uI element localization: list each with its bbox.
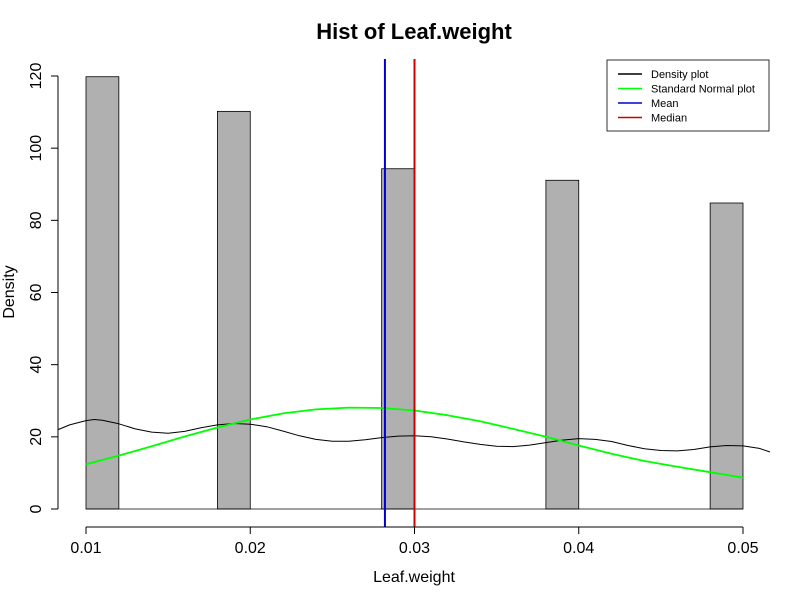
legend-label: Standard Normal plot bbox=[651, 84, 755, 96]
histogram-bar bbox=[381, 168, 415, 510]
y-tick-label: 80 bbox=[28, 211, 45, 229]
x-tick-label: 0.05 bbox=[727, 540, 758, 557]
y-tick-label: 120 bbox=[28, 63, 45, 90]
y-tick-label: 40 bbox=[28, 356, 45, 374]
x-tick-label: 0.02 bbox=[235, 540, 266, 557]
histogram-bar bbox=[709, 202, 744, 510]
y-tick-label: 0 bbox=[28, 504, 45, 513]
x-tick-label: 0.03 bbox=[399, 540, 430, 557]
chart-title: Hist of Leaf.weight bbox=[316, 19, 512, 44]
histogram-bar bbox=[545, 179, 580, 510]
y-tick-label: 100 bbox=[28, 135, 45, 162]
bars-group bbox=[85, 76, 744, 510]
axes-group: 0.01 0.02 0.03 0.04 0.05 0 20 40 60 80 100 120 bbox=[28, 63, 759, 557]
x-tick-label: 0.01 bbox=[70, 540, 101, 557]
lines-group bbox=[57, 59, 771, 527]
x-tick-label: 0.04 bbox=[563, 540, 594, 557]
legend-label: Density plot bbox=[651, 69, 708, 81]
legend-box bbox=[606, 59, 770, 132]
legend: Density plot Standard Normal plot Mean Medi… bbox=[606, 59, 770, 132]
x-axis-label: Leaf.weight bbox=[373, 569, 455, 586]
y-tick-label: 60 bbox=[28, 284, 45, 302]
density-line bbox=[57, 419, 771, 453]
histogram-bar bbox=[216, 110, 251, 510]
legend-label: Median bbox=[651, 113, 687, 125]
y-axis-label: Density bbox=[1, 265, 18, 318]
x-axis: 0.01 0.02 0.03 0.04 0.05 bbox=[70, 526, 759, 557]
histogram-bar bbox=[85, 76, 120, 510]
legend-label: Mean bbox=[651, 98, 679, 110]
y-axis: 0 20 40 60 80 100 120 bbox=[28, 63, 59, 513]
y-tick-label: 20 bbox=[28, 428, 45, 446]
